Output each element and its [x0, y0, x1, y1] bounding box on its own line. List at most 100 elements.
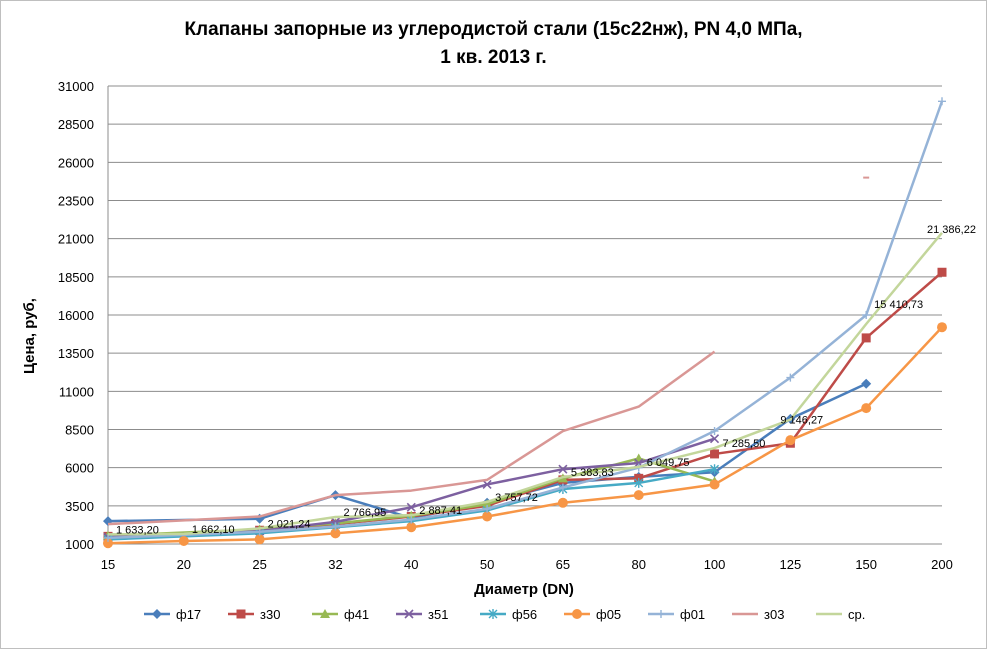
legend-label: з30 — [260, 607, 280, 622]
data-point — [710, 464, 720, 475]
series-line — [107, 467, 715, 541]
data-point — [558, 483, 567, 492]
legend-item: з51 — [396, 607, 448, 622]
x-tick-label: 150 — [855, 557, 877, 572]
y-tick-label: 3500 — [65, 499, 94, 514]
data-label: 1 633,20 — [116, 524, 159, 536]
x-axis-label: Диаметр (DN) — [474, 581, 574, 598]
y-tick-label: 6000 — [65, 461, 94, 476]
legend: ф17 з30 ф41 з51 ф56 ф05 ф01 з03 ср. — [144, 607, 865, 622]
data-point — [861, 403, 872, 414]
y-tick-label: 8500 — [65, 423, 94, 438]
data-point — [785, 435, 796, 446]
data-label: 2 766,95 — [343, 507, 386, 519]
data-point — [482, 479, 492, 490]
data-point — [862, 311, 871, 319]
legend-marker — [404, 609, 414, 619]
x-tick-label: 20 — [177, 557, 191, 572]
x-tick-label: 65 — [556, 557, 570, 572]
legend-item: ф56 — [480, 607, 537, 622]
y-tick-label: 18500 — [58, 270, 94, 285]
x-tick-label: 200 — [931, 557, 953, 572]
legend-item: ф17 — [144, 607, 201, 622]
y-tick-label: 31000 — [58, 79, 94, 94]
legend-marker — [152, 609, 162, 619]
legend-marker — [572, 609, 582, 619]
y-tick-label: 21000 — [58, 232, 94, 247]
x-tick-label: 32 — [328, 557, 342, 572]
legend-marker — [657, 610, 665, 618]
chart-title-line2: 1 кв. 2013 г. — [440, 47, 547, 68]
legend-marker — [236, 609, 246, 619]
y-tick-label: 1000 — [65, 537, 94, 552]
legend-item: з30 — [228, 607, 280, 622]
legend-label: ср. — [848, 607, 865, 622]
data-point — [786, 373, 795, 382]
data-point — [710, 427, 719, 436]
y-tick-label: 13500 — [58, 346, 94, 361]
legend-label: ф17 — [176, 607, 201, 622]
y-tick-label: 28500 — [58, 117, 94, 132]
x-tick-label: 40 — [404, 557, 418, 572]
data-point — [103, 538, 113, 549]
data-point — [483, 504, 492, 513]
x-axis-ticks: 15 20 25 32 40 50 65 80 100 125 150 200 — [101, 557, 953, 572]
legend-marker — [488, 609, 498, 619]
legend-label: з03 — [764, 607, 784, 622]
legend-marker — [320, 609, 330, 618]
data-point — [558, 464, 568, 474]
data-point — [104, 533, 112, 542]
y-tick-label: 11000 — [59, 384, 94, 399]
data-label: 9 146,27 — [780, 415, 823, 427]
legend-item: ф05 — [564, 607, 621, 622]
data-point — [938, 97, 946, 106]
chart-title-line1: Клапаны запорные из углеродистой стали (… — [184, 19, 803, 40]
series-line — [107, 350, 716, 526]
series-line — [107, 326, 943, 545]
y-tick-label: 23500 — [58, 194, 94, 209]
x-tick-label: 15 — [101, 557, 115, 572]
data-label: 2 021,24 — [268, 518, 311, 530]
data-point — [710, 449, 720, 459]
data-point — [861, 378, 872, 389]
gridlines — [107, 85, 942, 545]
data-point — [178, 535, 189, 546]
series-line — [107, 100, 944, 540]
data-point — [937, 267, 947, 277]
data-label: 6 049,75 — [647, 457, 690, 469]
x-tick-label: 125 — [780, 557, 802, 572]
legend-label: з51 — [428, 607, 448, 622]
data-label: 1 662,10 — [192, 524, 235, 536]
data-point — [937, 322, 947, 333]
data-point — [406, 522, 417, 533]
data-point — [406, 502, 416, 512]
x-tick-label: 80 — [631, 557, 645, 572]
legend-label: ф56 — [512, 607, 537, 622]
data-point — [557, 497, 568, 508]
data-point — [861, 333, 871, 343]
y-axis-ticks: 1000 3500 6000 8500 11000 13500 16000 18500 2100… — [58, 79, 94, 552]
data-point — [634, 477, 644, 488]
data-point — [482, 511, 493, 522]
series-lines — [103, 97, 947, 549]
data-label: 7 285,50 — [723, 438, 766, 450]
data-labels: 1 633,20 1 662,10 2 021,24 2 766,95 2 887,41… — [116, 224, 976, 537]
data-label: 2 887,41 — [419, 505, 462, 517]
y-axis-label: Цена, руб, — [21, 298, 38, 374]
legend-label: ф41 — [344, 607, 369, 622]
y-tick-label: 16000 — [58, 308, 94, 323]
x-tick-label: 25 — [252, 557, 266, 572]
series-line — [107, 231, 943, 536]
series-8 — [107, 231, 943, 536]
chart-title: Клапаны запорные из углеродистой стали (… — [0, 16, 987, 72]
legend-item: з03 — [732, 607, 784, 622]
series-6 — [104, 97, 946, 542]
x-tick-label: 100 — [704, 557, 726, 572]
data-point — [254, 534, 265, 545]
legend-label: ф01 — [680, 607, 705, 622]
y-tick-label: 26000 — [58, 155, 94, 170]
data-point — [407, 515, 416, 524]
series-7 — [107, 176, 870, 526]
data-point — [482, 499, 493, 509]
